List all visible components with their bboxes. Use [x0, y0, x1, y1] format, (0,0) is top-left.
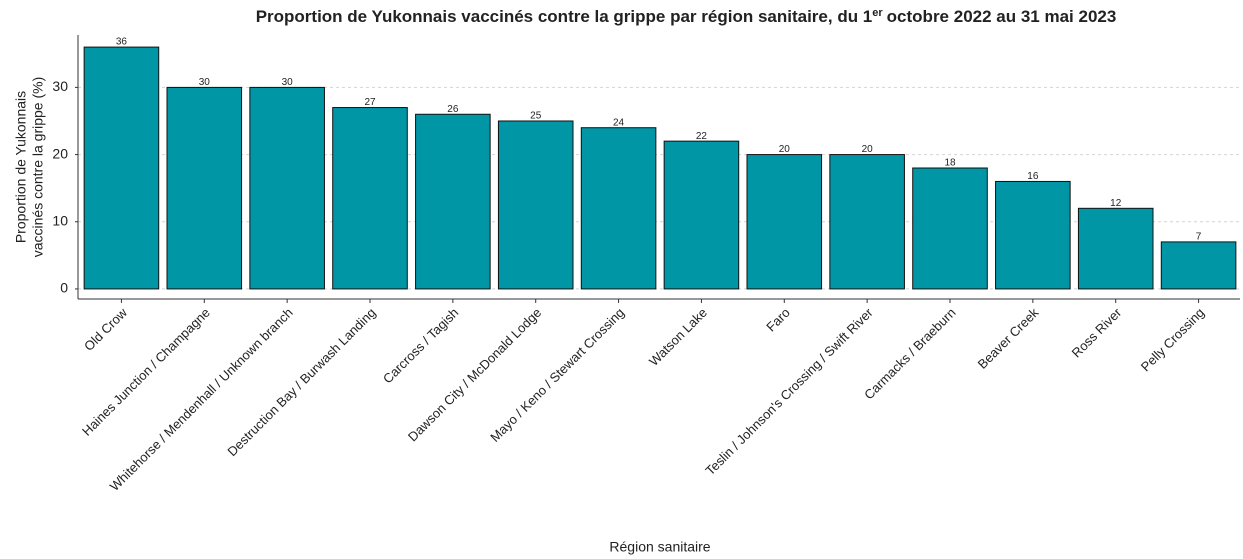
x-axis-title: Région sanitaire — [609, 539, 710, 555]
bar — [332, 107, 408, 290]
bar — [1160, 241, 1237, 290]
x-tick-label: Carmacks / Braeburn — [861, 305, 958, 402]
value-label: 27 — [364, 97, 376, 108]
value-label: 16 — [1027, 171, 1039, 182]
x-tick-label: Dawson City / McDonald Lodge — [405, 305, 544, 444]
value-label: 7 — [1196, 232, 1202, 243]
x-tick-label: Old Crow — [81, 305, 130, 354]
y-tick-label: 10 — [52, 212, 68, 228]
bar — [166, 86, 243, 290]
y-axis-title-line: vaccinés contre la grippe (%) — [30, 77, 46, 258]
title-part: Proportion de Yukonnais vaccinés contre … — [256, 7, 873, 26]
x-tick-label: Carcross / Tagish — [380, 305, 461, 386]
bar — [415, 113, 491, 290]
x-tick-label: Beaver Creek — [975, 305, 1042, 372]
y-tick-label: 30 — [52, 78, 68, 94]
y-tick-label: 20 — [52, 145, 68, 161]
value-label: 18 — [944, 158, 956, 169]
value-label: 24 — [613, 117, 625, 128]
y-axis-title-line: Proportion de Yukonnais — [13, 91, 29, 243]
value-label: 26 — [447, 104, 459, 115]
bar — [83, 46, 160, 290]
value-label: 30 — [199, 77, 211, 88]
bar — [663, 140, 740, 290]
y-axis-title: Proportion de Yukonnais vaccinés contre … — [13, 77, 46, 258]
value-label: 25 — [530, 111, 542, 122]
y-tick-label: 0 — [60, 280, 68, 296]
bar — [829, 154, 905, 290]
value-label: 22 — [696, 131, 708, 142]
x-tick-label: Watson Lake — [646, 305, 710, 369]
bar — [1077, 207, 1154, 290]
title-superscript: er — [872, 7, 883, 19]
bar — [912, 167, 988, 290]
value-label: 20 — [779, 144, 791, 155]
x-tick-label: Faro — [763, 305, 793, 335]
value-label: 30 — [282, 77, 294, 88]
x-tick-label: Ross River — [1069, 304, 1125, 360]
title-part: octobre 2022 au 31 mai 2023 — [887, 7, 1117, 26]
x-tick-label: Teslin / Johnson's Crossing / Swift Rive… — [702, 304, 876, 478]
x-tick-label: Mayo / Keno / Stewart Crossing — [487, 305, 627, 445]
bar — [249, 86, 325, 290]
x-tick-label: Destruction Bay / Burwash Landing — [224, 305, 378, 459]
bar — [497, 120, 574, 290]
x-tick-label: Whitehorse / Mendenhall / Unknown branch — [107, 305, 296, 494]
bar — [580, 127, 657, 290]
value-label: 36 — [116, 37, 128, 48]
x-tick-label: Pelly Crossing — [1138, 305, 1207, 374]
bar — [746, 154, 823, 290]
value-label: 12 — [1110, 198, 1122, 209]
value-label: 20 — [862, 144, 874, 155]
chart-title: Proportion de Yukonnais vaccinés contre … — [256, 7, 1117, 27]
bar — [995, 180, 1071, 290]
